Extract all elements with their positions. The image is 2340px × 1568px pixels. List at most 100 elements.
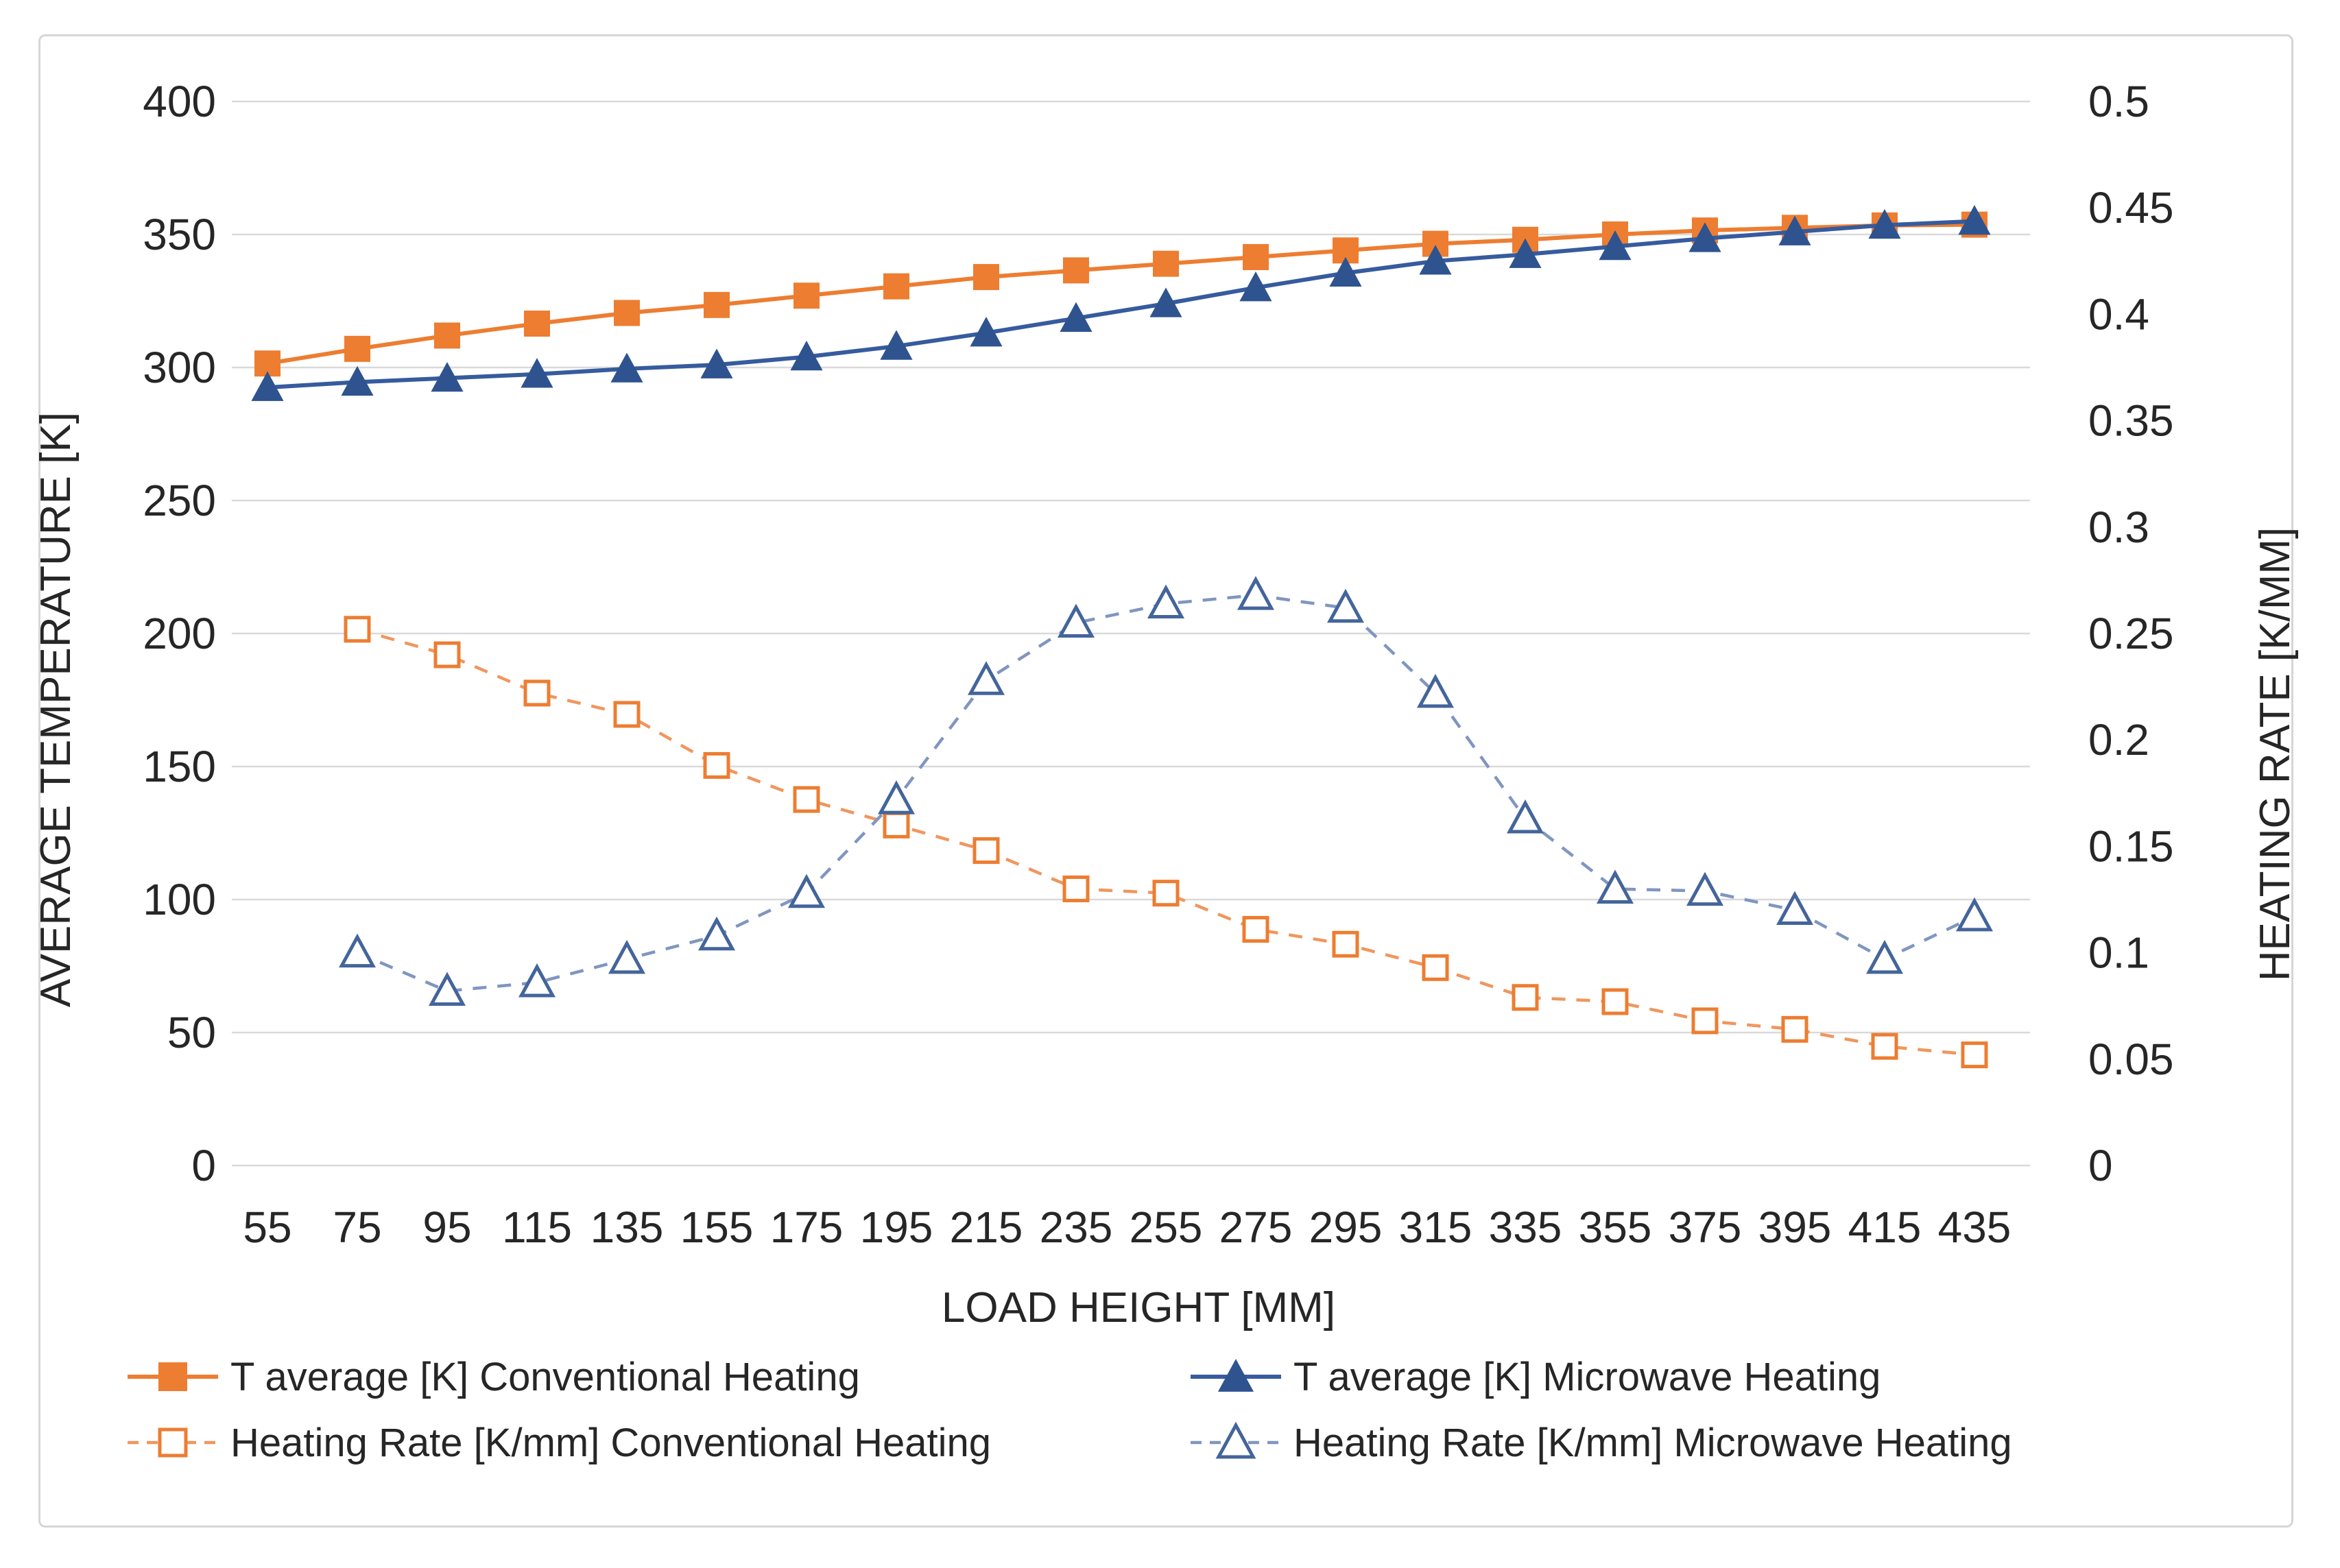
x-tick-label: 175 (770, 1203, 844, 1252)
x-axis-title: LOAD HEIGHT [MM] (942, 1284, 1335, 1331)
y-left-tick-label: 100 (143, 875, 216, 924)
triangle-marker-icon (1060, 302, 1093, 332)
y-left-tick-label: 0 (191, 1141, 216, 1190)
open-triangle-marker-icon (428, 972, 466, 1006)
triangle-marker-icon (880, 330, 913, 360)
open-square-marker-icon (1781, 1015, 1808, 1043)
y-left-tick-label: 200 (143, 609, 216, 658)
y-left-tick-label: 150 (143, 742, 216, 791)
y-right-tick-label: 0.25 (2088, 609, 2174, 658)
open-triangle-marker-icon (518, 963, 556, 998)
open-triangle-marker-icon (1596, 869, 1634, 904)
open-triangle-marker-icon (1776, 891, 1814, 926)
triangle-marker-icon (970, 317, 1003, 347)
series-line (267, 222, 1975, 366)
y-left-tick-label: 50 (167, 1008, 216, 1057)
open-square-marker-icon (1961, 1041, 1988, 1069)
triangle-marker-icon (1688, 222, 1721, 252)
open-square-marker-icon (1242, 915, 1269, 943)
open-triangle-marker-icon (1506, 799, 1544, 834)
open-triangle-marker-icon (1237, 576, 1275, 610)
x-tick-label: 295 (1309, 1203, 1383, 1252)
series-1 (251, 205, 1991, 401)
x-tick-label: 235 (1040, 1203, 1113, 1252)
triangle-marker-icon (521, 358, 553, 388)
open-square-marker-icon (158, 1427, 188, 1458)
square-marker-icon (704, 291, 730, 318)
square-marker-icon (1153, 250, 1179, 277)
triangle-marker-icon (431, 361, 464, 392)
triangle-marker-icon (1149, 287, 1182, 317)
triangle-marker-icon (790, 340, 823, 371)
open-square-marker-icon (972, 837, 1000, 865)
series-line (357, 593, 1975, 993)
x-tick-label: 435 (1938, 1203, 2011, 1252)
triangle-marker-icon (1239, 272, 1272, 302)
triangle-marker-icon (1419, 245, 1452, 275)
x-tick-label: 375 (1669, 1203, 1742, 1252)
x-tick-label: 335 (1489, 1203, 1562, 1252)
open-triangle-marker-icon (1955, 897, 1994, 932)
square-marker-icon (973, 264, 999, 291)
x-tick-label: 415 (1848, 1203, 1922, 1252)
x-tick-label: 75 (333, 1203, 381, 1252)
square-marker-icon (614, 300, 640, 326)
open-triangle-marker-icon (1215, 1421, 1256, 1459)
square-marker-icon (1063, 257, 1089, 284)
y-left-tick-label: 400 (143, 77, 216, 126)
square-marker-icon (158, 1362, 187, 1391)
y-axis-left-ticks: 400 350 300 250 200 150 100 50 0 (143, 77, 216, 1190)
open-square-marker-icon (1422, 954, 1449, 981)
legend-label: T average [K] Conventional Heating (230, 1355, 860, 1399)
x-tick-label: 115 (502, 1203, 572, 1252)
y-axis-left-title: AVERAGE TEMPERATURE [K] (32, 412, 80, 1007)
x-axis-ticks: 55 75 95 115 135 155 175 195 215 235 255 275 295 315 3… (243, 1203, 2011, 1252)
x-tick-label: 155 (680, 1203, 754, 1252)
open-square-marker-icon (703, 751, 730, 779)
legend: T average [K] Conventional Heating T aver… (128, 1355, 2012, 1465)
series-line (267, 219, 1975, 390)
triangle-marker-icon (1217, 1358, 1254, 1392)
y-right-tick-label: 0.35 (2088, 396, 2174, 446)
y-right-tick-label: 0.15 (2088, 821, 2174, 871)
square-marker-icon (524, 310, 550, 337)
x-tick-label: 95 (422, 1203, 471, 1252)
open-square-marker-icon (1512, 984, 1539, 1011)
open-triangle-marker-icon (1147, 584, 1185, 619)
x-tick-label: 395 (1758, 1203, 1832, 1252)
open-triangle-marker-icon (1865, 939, 1904, 974)
x-tick-label: 315 (1399, 1203, 1472, 1252)
x-tick-label: 275 (1219, 1203, 1293, 1252)
open-square-marker-icon (1332, 930, 1359, 958)
open-square-marker-icon (1601, 988, 1629, 1015)
y-right-tick-label: 0 (2088, 1141, 2113, 1190)
open-square-marker-icon (1152, 880, 1180, 907)
y-right-tick-label: 0.4 (2088, 289, 2149, 339)
series-3 (338, 576, 1994, 1006)
triangle-marker-icon (700, 348, 733, 378)
open-triangle-marker-icon (877, 780, 916, 815)
series-0 (254, 211, 1987, 377)
legend-label: Heating Rate [K/mm] Conventional Heating (230, 1421, 991, 1465)
open-triangle-marker-icon (608, 939, 646, 974)
chart-frame (38, 34, 2293, 1528)
open-square-marker-icon (1062, 875, 1090, 902)
triangle-marker-icon (1958, 205, 1991, 235)
y-axis-right-ticks: 0.5 0.45 0.4 0.35 0.3 0.25 0.2 0.15 0.1 0.05 0 (2088, 77, 2174, 1190)
square-marker-icon (434, 322, 460, 349)
y-axis-right-title: HEATING RATE [K/MM] (2252, 527, 2299, 982)
legend-label: Heating Rate [K/mm] Microwave Heating (1293, 1421, 2012, 1465)
open-square-marker-icon (433, 641, 461, 668)
y-left-tick-label: 300 (143, 343, 216, 392)
x-tick-label: 195 (860, 1203, 933, 1252)
open-square-marker-icon (883, 811, 910, 839)
open-triangle-marker-icon (787, 873, 826, 908)
open-square-marker-icon (523, 679, 551, 707)
open-triangle-marker-icon (1057, 603, 1095, 638)
triangle-marker-icon (341, 365, 374, 396)
open-triangle-marker-icon (967, 661, 1005, 695)
y-right-tick-label: 0.5 (2088, 77, 2149, 126)
square-marker-icon (344, 335, 370, 362)
x-tick-label: 355 (1579, 1203, 1652, 1252)
